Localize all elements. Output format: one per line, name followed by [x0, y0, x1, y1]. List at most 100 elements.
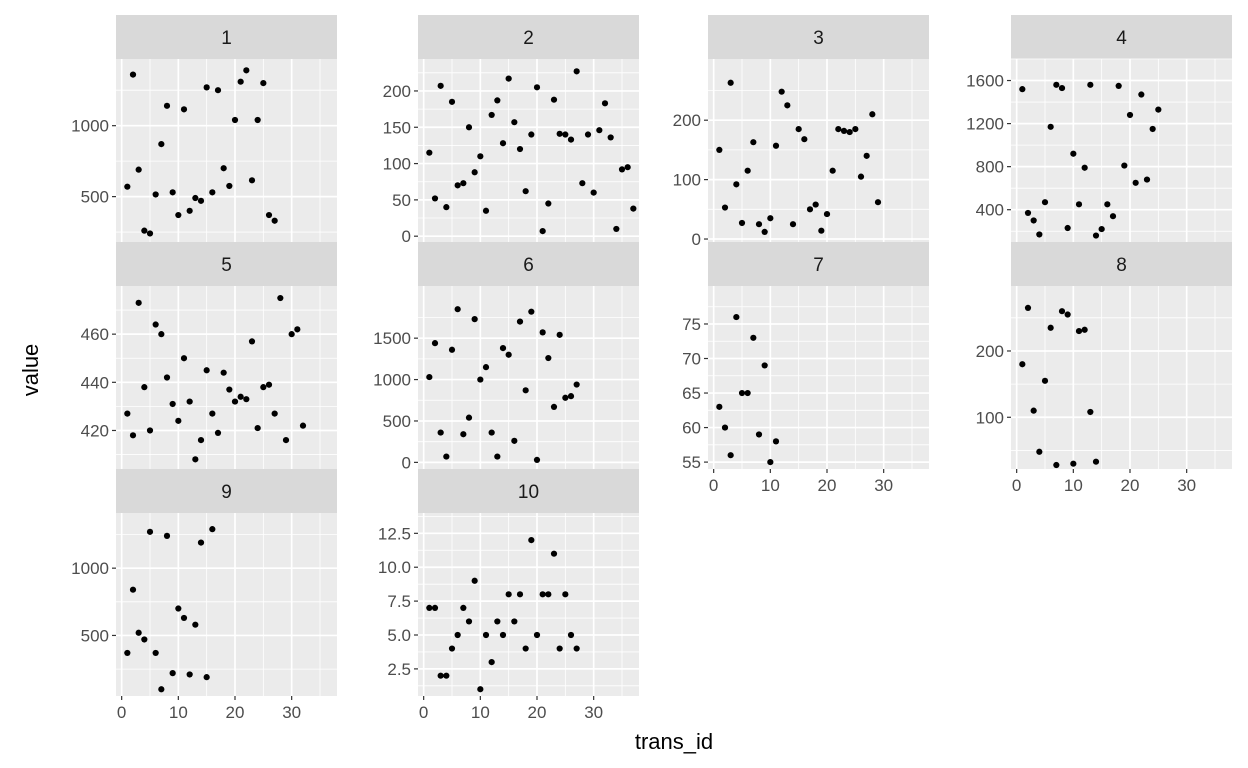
data-point — [795, 126, 802, 133]
data-point — [288, 331, 295, 338]
y-tick-label: 2.5 — [387, 660, 411, 679]
data-point — [528, 537, 535, 544]
data-point — [186, 398, 193, 405]
data-point — [146, 230, 154, 237]
data-point — [214, 429, 222, 436]
facet-strip-label: 9 — [221, 482, 232, 503]
facet-strip-label: 7 — [813, 255, 824, 276]
data-point — [556, 331, 563, 338]
data-point — [550, 550, 558, 557]
data-point — [465, 124, 473, 131]
data-point — [186, 207, 193, 214]
data-point — [1064, 224, 1071, 232]
panel-background — [1011, 59, 1232, 242]
data-point — [265, 381, 273, 388]
x-tick-label: 30 — [584, 703, 603, 722]
data-point — [1138, 91, 1145, 98]
y-tick-label: 460 — [81, 325, 109, 344]
data-point — [141, 384, 148, 391]
y-tick-label: 1200 — [966, 115, 1004, 134]
data-point — [528, 308, 535, 315]
x-tick-label: 0 — [709, 476, 718, 495]
data-point — [1041, 199, 1049, 206]
data-point — [516, 145, 524, 153]
facet-strip-label: 10 — [518, 482, 539, 503]
data-point — [1075, 327, 1083, 335]
facet-strip — [708, 242, 929, 286]
data-point — [522, 188, 529, 195]
data-point — [124, 410, 131, 417]
data-point — [863, 152, 870, 159]
data-point — [539, 329, 546, 336]
data-point — [1092, 458, 1100, 465]
data-point — [209, 189, 216, 196]
y-tick-label: 500 — [81, 188, 109, 207]
data-point — [499, 631, 507, 639]
data-point — [550, 403, 558, 410]
data-point — [203, 674, 210, 681]
data-point — [562, 131, 569, 138]
data-point — [1115, 82, 1122, 90]
y-tick-label: 1600 — [966, 72, 1004, 91]
data-point — [716, 146, 723, 154]
data-point — [630, 205, 637, 212]
facet-panel-10: 10 2.5 5.0 7.5 10.0 12.5 0 10 20 30 — [378, 469, 639, 722]
data-point — [152, 321, 159, 328]
data-point — [146, 427, 154, 434]
x-tick-label: 20 — [226, 703, 245, 722]
data-point — [460, 431, 467, 438]
data-point — [141, 227, 148, 234]
data-point — [1143, 176, 1151, 183]
facet-strip — [1011, 242, 1232, 286]
y-tick-label: 400 — [976, 201, 1004, 220]
data-point — [545, 200, 552, 207]
data-point — [488, 111, 495, 119]
x-tick-label: 0 — [1012, 476, 1021, 495]
facet-strip — [116, 242, 337, 286]
data-point — [727, 452, 734, 459]
data-point — [477, 686, 484, 693]
data-point — [744, 167, 751, 174]
data-point — [733, 313, 740, 321]
data-point — [545, 354, 552, 362]
x-tick-label: 0 — [117, 703, 126, 722]
data-point — [231, 116, 239, 124]
data-point — [533, 631, 541, 639]
data-point — [624, 164, 631, 171]
data-point — [522, 645, 529, 652]
panel-background — [418, 59, 639, 242]
data-point — [727, 79, 734, 86]
panel-background — [708, 59, 929, 242]
data-point — [1087, 408, 1094, 416]
data-point — [169, 400, 176, 408]
facet-panel-5: 5 420 440 460 — [81, 242, 337, 473]
data-point — [494, 618, 501, 625]
data-point — [812, 201, 819, 208]
y-tick-label: 500 — [383, 412, 411, 431]
data-point — [1126, 111, 1134, 119]
data-point — [505, 591, 512, 598]
data-point — [175, 417, 182, 424]
data-point — [1019, 86, 1026, 93]
data-point — [448, 645, 456, 652]
data-point — [443, 204, 450, 211]
panel-background — [1011, 286, 1232, 469]
data-point — [146, 528, 154, 535]
y-tick-label: 1500 — [373, 329, 411, 348]
data-point — [1098, 225, 1105, 233]
data-point — [584, 131, 592, 138]
y-tick-label: 440 — [81, 373, 109, 392]
data-point — [158, 686, 165, 693]
data-point — [505, 75, 512, 82]
data-point — [124, 649, 131, 657]
facet-strip — [1011, 15, 1232, 59]
data-point — [750, 334, 757, 341]
facet-strip-label: 1 — [221, 28, 232, 49]
data-point — [192, 456, 199, 463]
data-point — [533, 456, 541, 463]
data-point — [857, 173, 865, 180]
data-point — [454, 306, 461, 313]
data-point — [818, 227, 825, 234]
data-point — [1070, 150, 1077, 157]
